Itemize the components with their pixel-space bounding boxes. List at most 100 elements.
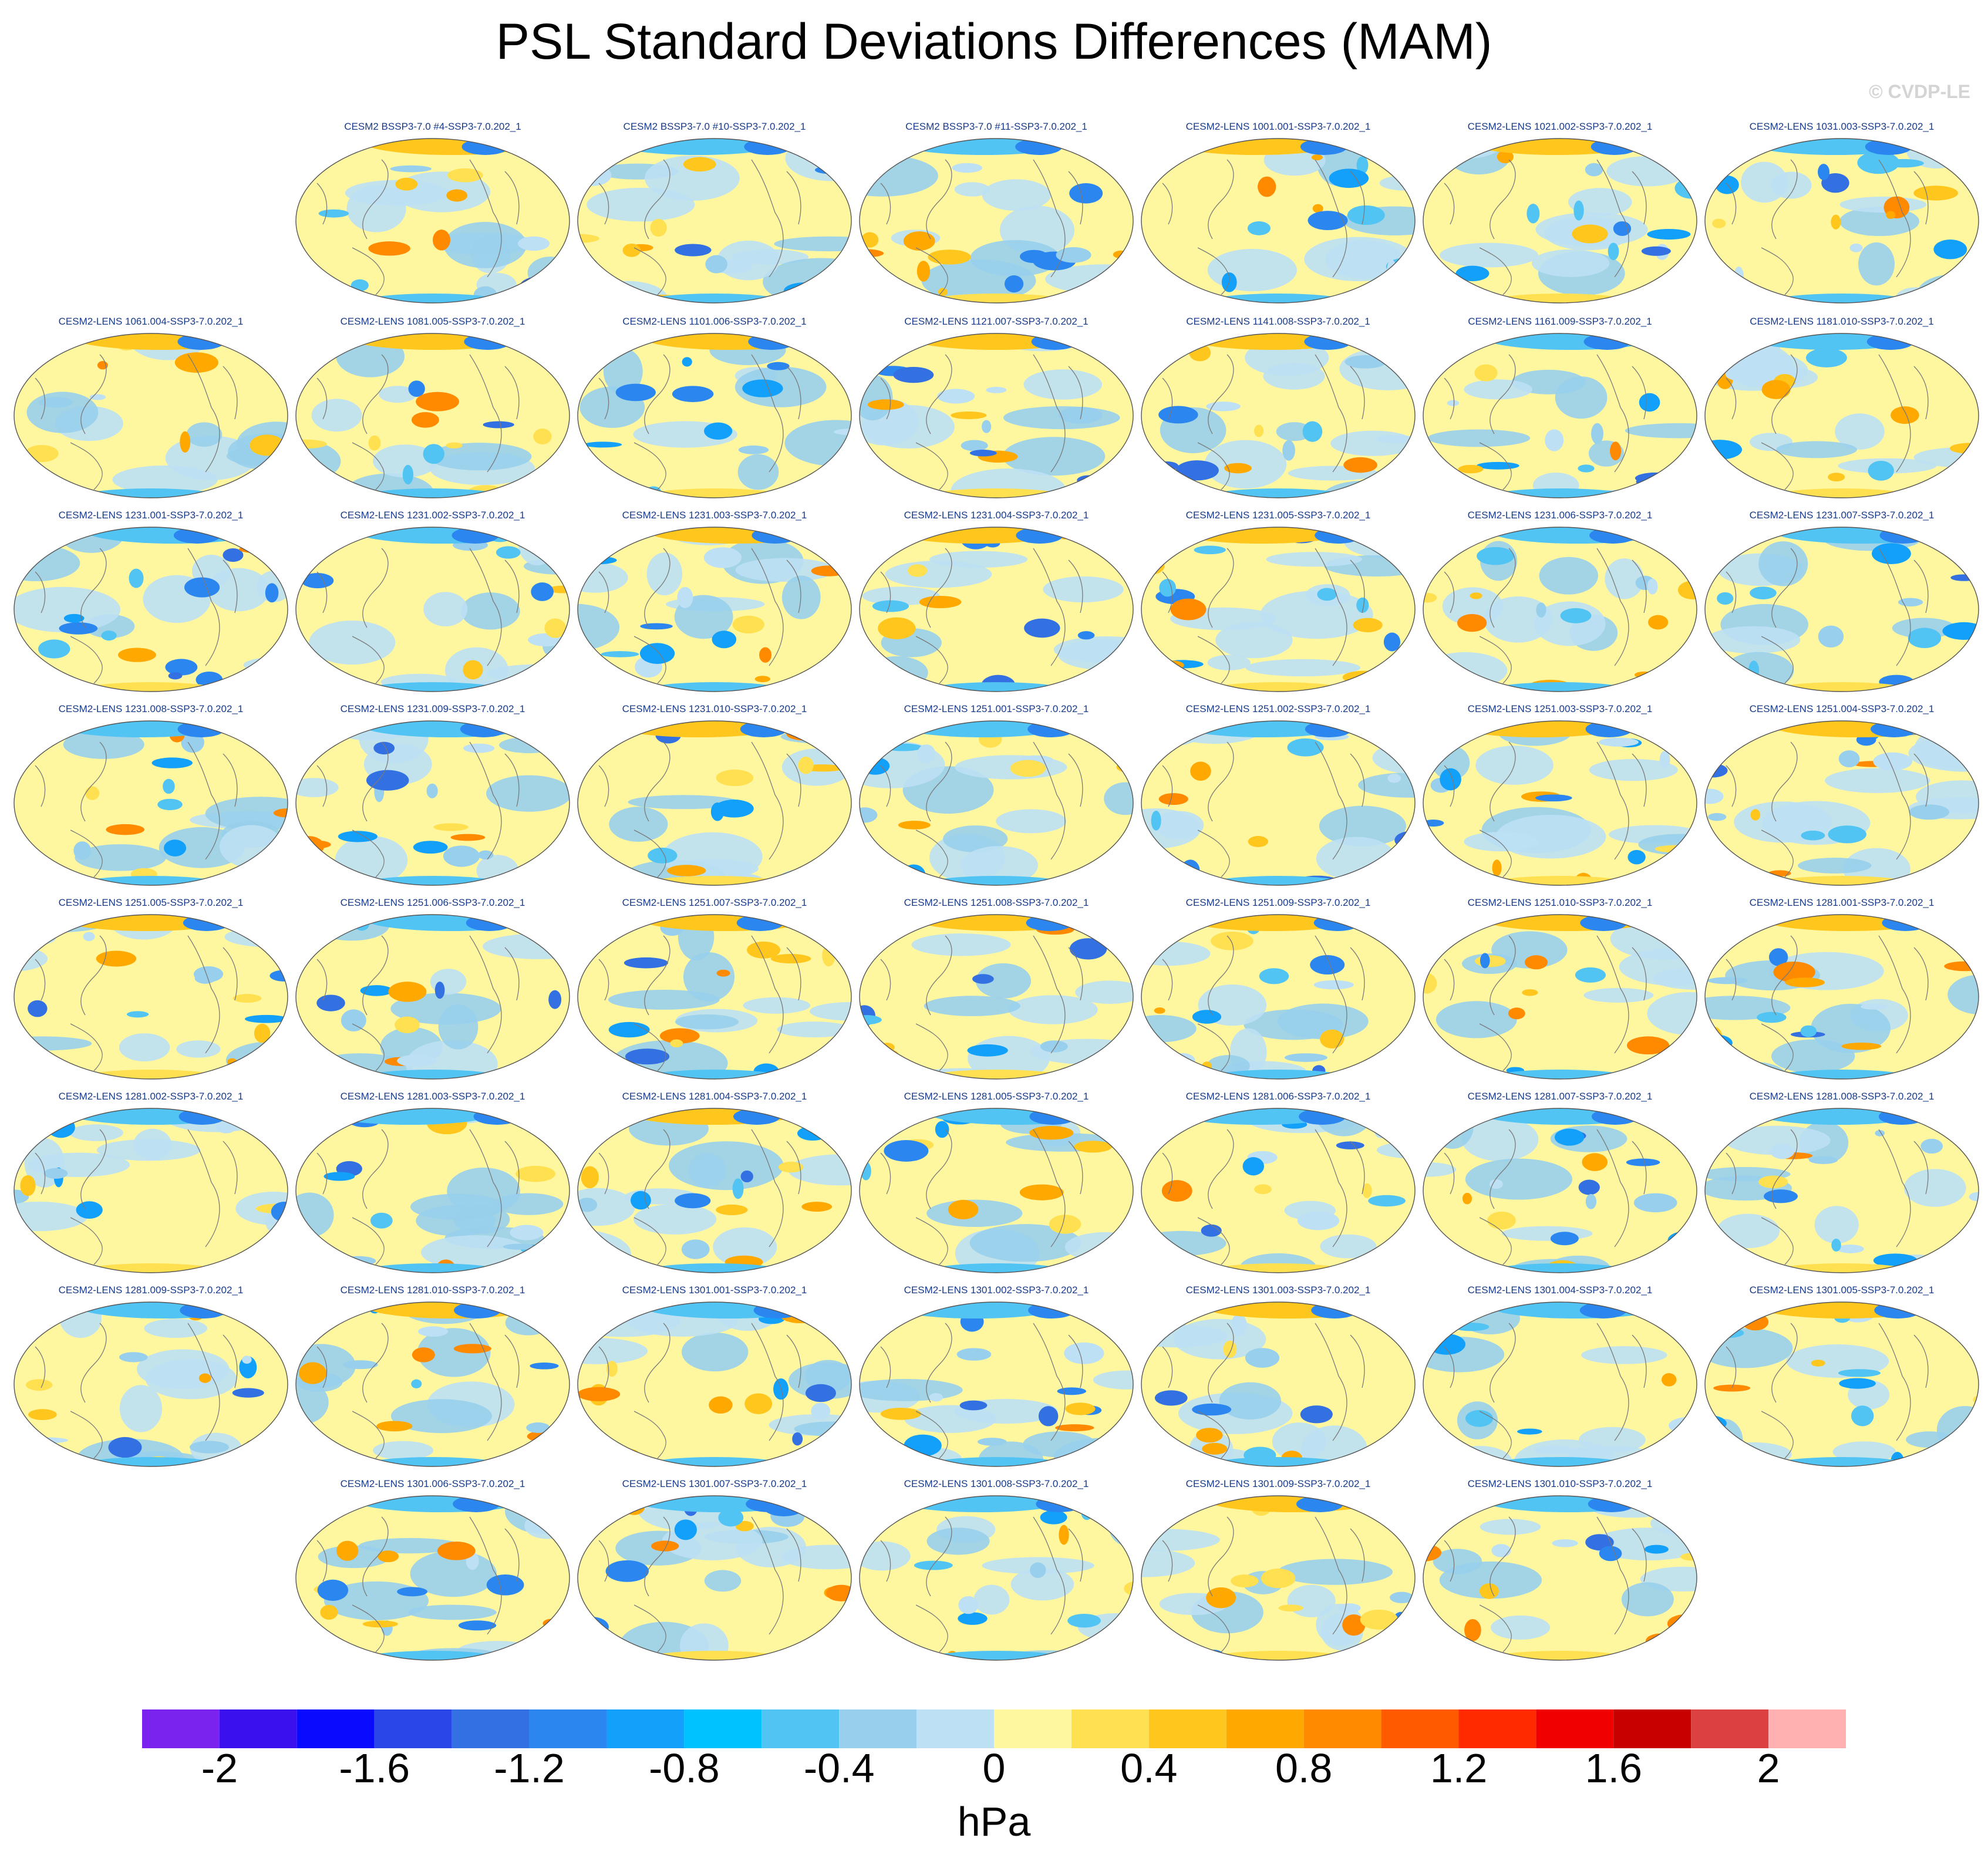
coastline bbox=[598, 159, 801, 295]
globe-map bbox=[14, 720, 288, 886]
coastline bbox=[316, 741, 520, 878]
coastline bbox=[1444, 1129, 1647, 1265]
map-panel: CESM2-LENS 1231.001-SSP3-7.0.202_1 bbox=[12, 510, 290, 697]
colorbar-tick-label: -0.4 bbox=[803, 1745, 875, 1791]
globe-map bbox=[859, 527, 1134, 692]
colorbar-box bbox=[1071, 1709, 1149, 1748]
colorbar-tick-label: 1.6 bbox=[1585, 1745, 1642, 1791]
coastline bbox=[1162, 548, 1365, 684]
map-panel: CESM2-LENS 1301.003-SSP3-7.0.202_1 bbox=[1139, 1284, 1417, 1472]
globe-map bbox=[859, 1301, 1134, 1467]
map-panel-title: CESM2-LENS 1031.003-SSP3-7.0.202_1 bbox=[1749, 121, 1935, 132]
map-panel: CESM2-LENS 1251.006-SSP3-7.0.202_1 bbox=[294, 897, 572, 1085]
globe-map bbox=[577, 527, 852, 692]
colorbar-box bbox=[684, 1709, 762, 1748]
map-panel: CESM2-LENS 1251.010-SSP3-7.0.202_1 bbox=[1421, 897, 1699, 1085]
map-panel-title: CESM2-LENS 1301.006-SSP3-7.0.202_1 bbox=[340, 1478, 525, 1489]
map-panel-title: CESM2-LENS 1301.004-SSP3-7.0.202_1 bbox=[1467, 1284, 1653, 1296]
globe-map bbox=[1423, 527, 1697, 692]
globe-map bbox=[1141, 527, 1416, 692]
colorbar-tick-label: -1.6 bbox=[339, 1745, 410, 1791]
map-panel-title: CESM2-LENS 1281.006-SSP3-7.0.202_1 bbox=[1185, 1091, 1371, 1102]
coastline bbox=[598, 548, 801, 684]
map-panel-title: CESM2-LENS 1281.001-SSP3-7.0.202_1 bbox=[1749, 897, 1935, 908]
map-panel: CESM2-LENS 1251.004-SSP3-7.0.202_1 bbox=[1703, 703, 1981, 891]
colorbar-box bbox=[1458, 1709, 1537, 1748]
map-panel-title: CESM2-LENS 1251.004-SSP3-7.0.202_1 bbox=[1749, 703, 1935, 714]
colorbar-tick-label: 2 bbox=[1757, 1745, 1780, 1791]
coastline bbox=[880, 1516, 1083, 1653]
globe-map bbox=[859, 138, 1134, 304]
map-panel-title: CESM2-LENS 1081.005-SSP3-7.0.202_1 bbox=[340, 316, 525, 327]
map-panel: CESM2-LENS 1231.005-SSP3-7.0.202_1 bbox=[1139, 510, 1417, 697]
map-panel: CESM2-LENS 1301.009-SSP3-7.0.202_1 bbox=[1139, 1478, 1417, 1666]
map-panel: CESM2-LENS 1251.003-SSP3-7.0.202_1 bbox=[1421, 703, 1699, 891]
map-panel-title: CESM2-LENS 1231.009-SSP3-7.0.202_1 bbox=[340, 703, 525, 714]
globe-map bbox=[1704, 1301, 1979, 1467]
coastline bbox=[316, 354, 520, 490]
map-panel-title: CESM2-LENS 1231.004-SSP3-7.0.202_1 bbox=[904, 510, 1089, 521]
map-panel-title: CESM2-LENS 1281.008-SSP3-7.0.202_1 bbox=[1749, 1091, 1935, 1102]
map-panel: CESM2-LENS 1251.002-SSP3-7.0.202_1 bbox=[1139, 703, 1417, 891]
globe-map bbox=[1141, 1301, 1416, 1467]
map-panel: CESM2-LENS 1161.009-SSP3-7.0.202_1 bbox=[1421, 316, 1699, 504]
globe-map bbox=[295, 720, 570, 886]
map-panel-title: CESM2-LENS 1251.001-SSP3-7.0.202_1 bbox=[904, 703, 1089, 714]
coastline bbox=[316, 159, 520, 295]
globe-map bbox=[1141, 1108, 1416, 1273]
globe-map bbox=[14, 914, 288, 1080]
colorbar-tick-label: 0.4 bbox=[1120, 1745, 1178, 1791]
coastline bbox=[598, 935, 801, 1071]
map-panel: CESM2-LENS 1001.001-SSP3-7.0.202_1 bbox=[1139, 121, 1417, 309]
globe-map bbox=[1704, 720, 1979, 886]
map-panel: CESM2-LENS 1251.001-SSP3-7.0.202_1 bbox=[857, 703, 1135, 891]
map-panel: CESM2-LENS 1281.008-SSP3-7.0.202_1 bbox=[1703, 1091, 1981, 1279]
map-panel-title: CESM2 BSSP3-7.0 #10-SSP3-7.0.202_1 bbox=[623, 121, 806, 132]
coastline bbox=[1444, 548, 1647, 684]
globe-map bbox=[295, 1301, 570, 1467]
globe-map bbox=[1704, 1108, 1979, 1273]
coastline bbox=[316, 935, 520, 1071]
map-panel: CESM2-LENS 1231.002-SSP3-7.0.202_1 bbox=[294, 510, 572, 697]
globe-map bbox=[1704, 527, 1979, 692]
coastline bbox=[598, 1323, 801, 1459]
map-panel-title: CESM2-LENS 1301.001-SSP3-7.0.202_1 bbox=[622, 1284, 807, 1296]
coastline bbox=[1444, 1516, 1647, 1653]
coastline bbox=[1726, 1323, 1929, 1459]
globe-map bbox=[295, 138, 570, 304]
map-panel-title: CESM2-LENS 1141.008-SSP3-7.0.202_1 bbox=[1186, 316, 1370, 327]
coastline bbox=[1444, 159, 1647, 295]
colorbar-box bbox=[916, 1709, 994, 1748]
map-panel-title: CESM2-LENS 1021.002-SSP3-7.0.202_1 bbox=[1467, 121, 1653, 132]
map-panel-title: CESM2-LENS 1281.005-SSP3-7.0.202_1 bbox=[904, 1091, 1089, 1102]
credit-watermark: © CVDP-LE bbox=[1869, 81, 1970, 102]
map-panel: CESM2-LENS 1281.006-SSP3-7.0.202_1 bbox=[1139, 1091, 1417, 1279]
coastline bbox=[880, 354, 1083, 490]
map-panel-title: CESM2-LENS 1231.003-SSP3-7.0.202_1 bbox=[622, 510, 807, 521]
coastline bbox=[598, 1516, 801, 1653]
colorbar-box bbox=[529, 1709, 607, 1748]
coastline bbox=[880, 159, 1083, 295]
colorbar-box bbox=[219, 1709, 297, 1748]
map-panel: CESM2-LENS 1281.001-SSP3-7.0.202_1 bbox=[1703, 897, 1981, 1085]
map-panel-title: CESM2-LENS 1251.007-SSP3-7.0.202_1 bbox=[622, 897, 807, 908]
map-panel-title: CESM2-LENS 1251.002-SSP3-7.0.202_1 bbox=[1185, 703, 1371, 714]
map-panel: CESM2-LENS 1231.008-SSP3-7.0.202_1 bbox=[12, 703, 290, 891]
map-panel: CESM2-LENS 1251.005-SSP3-7.0.202_1 bbox=[12, 897, 290, 1085]
coastline bbox=[1726, 935, 1929, 1071]
coastline bbox=[316, 1516, 520, 1653]
globe-map bbox=[1423, 1301, 1697, 1467]
map-panel-title: CESM2-LENS 1251.008-SSP3-7.0.202_1 bbox=[904, 897, 1089, 908]
globe-map bbox=[1423, 1495, 1697, 1661]
map-panel: CESM2-LENS 1251.008-SSP3-7.0.202_1 bbox=[857, 897, 1135, 1085]
map-panel-title: CESM2-LENS 1231.001-SSP3-7.0.202_1 bbox=[58, 510, 244, 521]
map-panel: CESM2-LENS 1251.009-SSP3-7.0.202_1 bbox=[1139, 897, 1417, 1085]
coastline bbox=[1162, 741, 1365, 878]
map-panel-title: CESM2-LENS 1231.002-SSP3-7.0.202_1 bbox=[340, 510, 525, 521]
coastline bbox=[1726, 354, 1929, 490]
coastline bbox=[35, 741, 238, 878]
map-panel: CESM2-LENS 1301.001-SSP3-7.0.202_1 bbox=[575, 1284, 854, 1472]
coastline bbox=[1162, 935, 1365, 1071]
map-panel: CESM2-LENS 1231.003-SSP3-7.0.202_1 bbox=[575, 510, 854, 697]
map-panel: CESM2-LENS 1231.010-SSP3-7.0.202_1 bbox=[575, 703, 854, 891]
